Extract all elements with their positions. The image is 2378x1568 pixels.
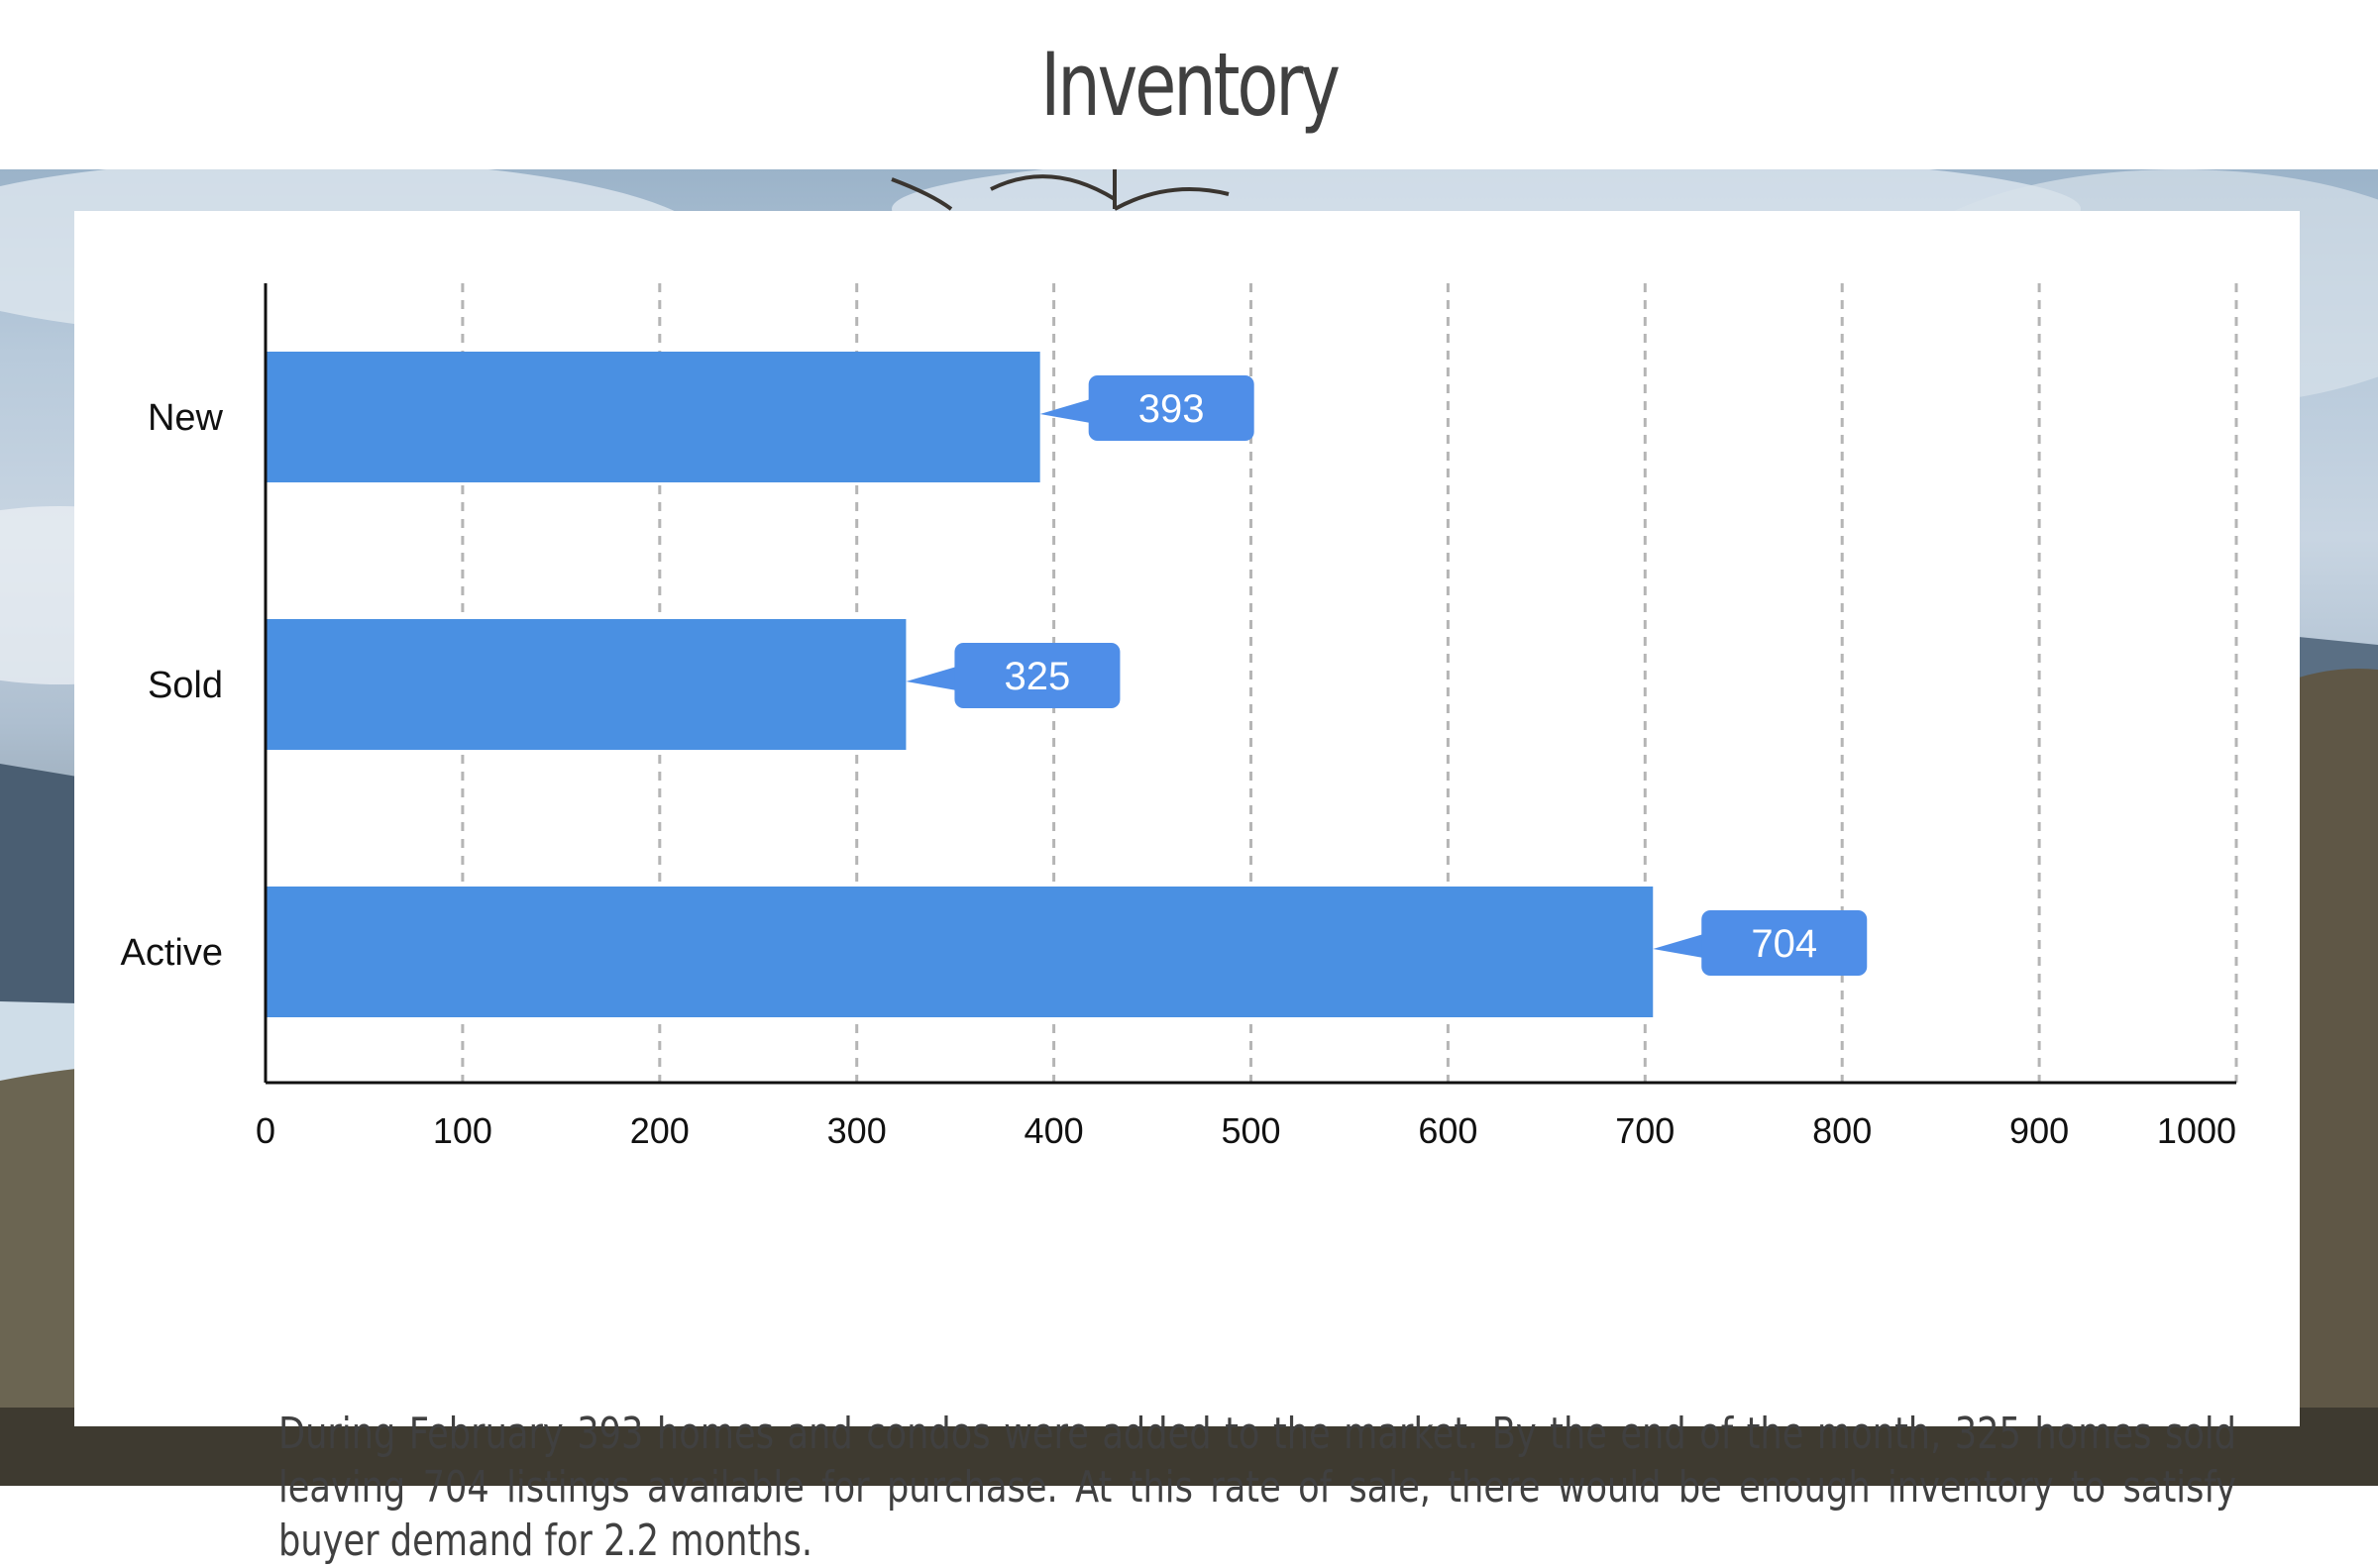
callout-box [1088,375,1254,441]
x-tick-label: 1000 [2157,1110,2236,1151]
bars [266,352,1654,1017]
x-tick-label: 400 [1025,1110,1084,1151]
data-label: 325 [1005,655,1071,698]
callout-pointer [1653,934,1704,958]
callout-box [954,643,1121,708]
page-title: Inventory [1040,34,1341,136]
labels: 0 100 200 300 400 500 600 700 800 900 1000 New 393 So… [121,375,2236,1151]
data-label: 393 [1138,387,1205,431]
summary-text: During February 393 homes and condos wer… [278,1409,2236,1566]
callout-pointer [906,667,957,690]
category-label: Sold [148,665,223,706]
x-tick-label: 200 [630,1110,690,1151]
x-tick-label: 900 [2009,1110,2069,1151]
callout-box [1701,910,1868,976]
chart-card: 0 100 200 300 400 500 600 700 800 900 1000 New 393 So… [74,211,2300,1566]
x-tick-label: 600 [1418,1110,1477,1151]
data-label-callout: 704 [1653,910,1868,976]
x-tick-label: 100 [433,1110,492,1151]
bar-new [266,352,1040,482]
x-tick-label: 800 [1812,1110,1872,1151]
data-label-callout: 325 [906,643,1121,708]
category-label: Active [121,932,223,974]
x-tick-label: 700 [1615,1110,1675,1151]
bar-active [266,887,1654,1017]
inventory-bar-chart: 0 100 200 300 400 500 600 700 800 900 1000 New 393 So… [121,283,2238,1151]
callout-pointer [1039,399,1091,423]
x-tick-label: 500 [1221,1110,1280,1151]
axes [264,283,2236,1085]
x-tick-label: 0 [256,1110,275,1151]
data-label: 704 [1751,922,1817,966]
data-label-callout: 393 [1039,375,1254,441]
x-tick-label: 300 [827,1110,887,1151]
bar-sold [266,619,907,750]
category-label: New [148,397,224,439]
